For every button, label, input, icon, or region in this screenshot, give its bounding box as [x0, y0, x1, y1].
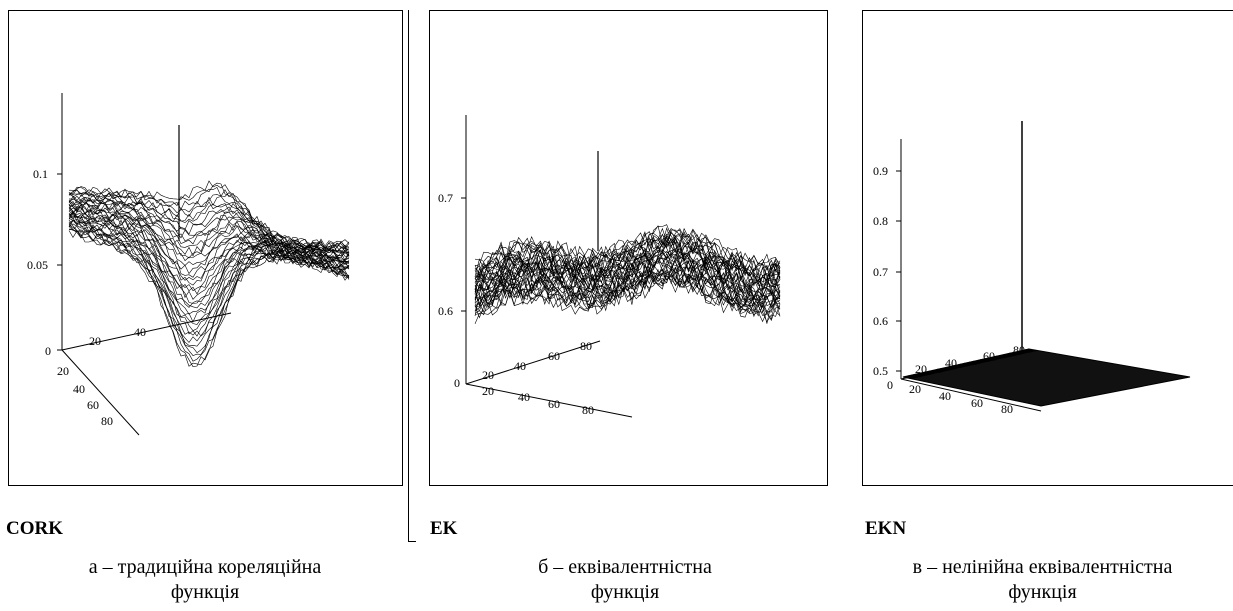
z-tick-label: 0.8	[873, 214, 888, 228]
x-tick-label: 20	[482, 368, 494, 382]
z-tick-label: 0.6	[438, 304, 453, 318]
surface-mesh	[902, 348, 1037, 379]
y-axis	[465, 383, 633, 418]
mesh-line	[68, 206, 350, 278]
chart-name: EKN	[865, 518, 907, 539]
caption: а – традиційна кореляційна функція	[0, 555, 410, 605]
caption-line: функція	[1008, 581, 1077, 603]
z-tick-label: 0.1	[33, 167, 48, 181]
mesh-line	[474, 263, 781, 310]
surface-ekn: 0.9 0.8 0.7 0.6 0.5 0 20 40 60 80 20 40 …	[873, 121, 1191, 416]
mesh-line	[68, 195, 350, 254]
y-tick-label: 20	[57, 364, 69, 378]
y-axis	[900, 378, 1042, 412]
mesh-line	[474, 263, 781, 314]
y-tick-label: 20	[909, 382, 921, 396]
mesh-line	[68, 228, 350, 356]
y-tick-label: 60	[548, 397, 560, 411]
mesh-line	[68, 229, 350, 368]
y-tick-label: 40	[939, 389, 951, 403]
mesh-line	[68, 219, 350, 337]
x-tick-label: 80	[580, 339, 592, 353]
mesh-line	[68, 213, 350, 300]
x-tick-label: 40	[134, 325, 146, 339]
caption-line: а – традиційна кореляційна	[88, 556, 322, 578]
caption: б – еквівалентністна функція	[420, 555, 830, 605]
mesh-line	[68, 189, 350, 250]
separator-tick	[408, 541, 416, 542]
x-tick-label: 60	[548, 349, 560, 363]
y-tick-label: 80	[582, 403, 594, 417]
mesh-line	[68, 211, 350, 304]
mesh-line	[68, 213, 350, 315]
y-tick-label: 60	[971, 396, 983, 410]
mesh-line	[68, 200, 350, 260]
z-tick-label: 0.9	[873, 164, 888, 178]
mesh-line	[474, 253, 781, 305]
mesh-line	[474, 275, 781, 324]
x-axis	[465, 340, 601, 385]
z-tick-label: 0	[45, 344, 51, 358]
surface-ek: 0.7 0.6 0 20 40 60 80 20 40 60 80	[438, 115, 781, 418]
surface-cork: 0.1 0.05 0 20 40 20 40 60 80	[27, 93, 350, 436]
x-tick-label: 40	[514, 359, 526, 373]
z-tick-label: 0.7	[438, 191, 453, 205]
caption: в – нелінійна еквівалентністна функція	[852, 555, 1233, 605]
mesh-line	[474, 257, 781, 307]
mesh-line	[474, 257, 781, 309]
caption-line: в – нелінійна еквівалентністна	[912, 556, 1173, 578]
y-axis	[61, 349, 140, 436]
plot-ekn: 0.9 0.8 0.7 0.6 0.5 0 20 40 60 80 20 40 …	[862, 10, 1233, 486]
mesh-line	[68, 197, 350, 256]
surface-mesh	[68, 180, 350, 368]
caption-line: функція	[590, 581, 660, 603]
plot-cork: 0.1 0.05 0 20 40 20 40 60 80	[8, 10, 403, 486]
y-tick-label: 60	[87, 398, 99, 412]
mesh-line	[68, 226, 350, 354]
mesh-line	[474, 236, 781, 290]
mesh-line	[68, 199, 350, 259]
chart-name: EK	[430, 518, 458, 539]
mesh-line	[68, 192, 350, 254]
z-tick-label: 0.7	[873, 265, 888, 279]
z-tick-label: 0.05	[27, 258, 48, 272]
mesh-line	[474, 227, 781, 280]
x-axis	[61, 312, 232, 351]
z-tick-label: 0.6	[873, 314, 888, 328]
mesh-line	[68, 195, 350, 256]
mesh-line	[910, 350, 1037, 379]
mesh-line	[68, 225, 350, 362]
mesh-line	[474, 249, 781, 298]
mesh-line	[68, 230, 350, 367]
caption-line: б – еквівалентністна	[538, 556, 712, 578]
mesh-line	[68, 222, 350, 343]
y-tick-label: 40	[518, 390, 530, 404]
mesh-line	[68, 180, 350, 249]
y-tick-label: 80	[101, 414, 113, 428]
y-tick-label: 40	[73, 382, 85, 396]
separator-line	[408, 10, 409, 542]
y-tick-label: 80	[1001, 402, 1013, 416]
plot-ek: 0.7 0.6 0 20 40 60 80 20 40 60 80	[429, 10, 828, 486]
chart-name: CORK	[6, 518, 63, 539]
mesh-line	[474, 264, 781, 317]
mesh-line	[474, 255, 781, 300]
x-tick-label: 20	[89, 334, 101, 348]
z-tick-label: 0.5	[873, 364, 888, 378]
z-tick-label: 0	[887, 378, 893, 392]
mesh-line	[68, 223, 350, 347]
y-tick-label: 20	[482, 384, 494, 398]
mesh-line	[68, 186, 350, 251]
z-tick-label: 0	[454, 376, 460, 390]
mesh-line	[68, 206, 350, 275]
caption-line: функція	[170, 581, 240, 603]
surface-mesh	[474, 224, 781, 325]
